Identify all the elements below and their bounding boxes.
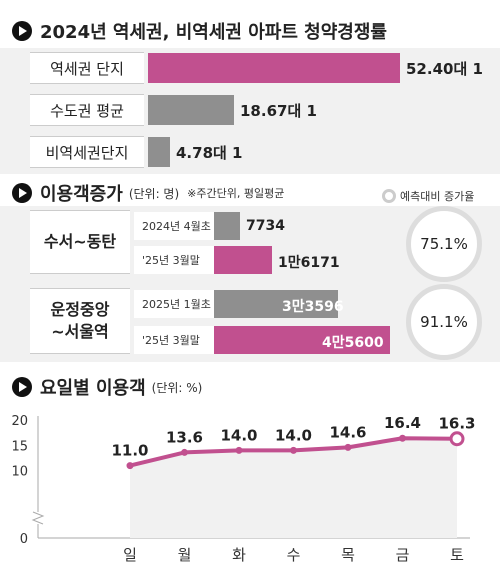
rate-circle-suseo: 75.1% — [406, 206, 482, 282]
data-label: 16.3 — [438, 415, 475, 433]
bar-station-area — [148, 53, 400, 83]
x-tick-label: 토 — [450, 546, 464, 564]
group-label-unjeong-seoul: 운정중앙 ~서울역 — [30, 288, 130, 354]
sub-label-2025-jan: 2025년 1월초 — [134, 290, 214, 318]
value-unjeong-2025-jan: 3만3596 — [282, 299, 344, 315]
section3-title: 요일별 이용객 (단위: %) — [12, 374, 202, 400]
rate-circle-unjeong: 91.1% — [406, 284, 482, 360]
y-tick-label: 0 — [20, 532, 28, 547]
x-tick-label: 목 — [341, 546, 355, 564]
weekday-line-chart: 20 15 10 0 11.0 일 13.6 월 14.0 화 14.0 수 14.6 목 16.4 금 16.… — [11, 414, 475, 564]
play-bullet-icon — [12, 183, 32, 203]
value-non-station-area: 4.78대 1 — [176, 144, 243, 162]
value-unjeong-2025-mar: 4만5600 — [322, 335, 384, 351]
x-tick-label: 일 — [123, 546, 137, 564]
data-point — [344, 443, 352, 451]
data-label: 11.0 — [111, 442, 148, 460]
data-point — [449, 431, 465, 447]
sub-label-2025-mar-2: '25년 3월말 — [134, 326, 214, 354]
row-label-non-station-area: 비역세권단지 — [30, 136, 144, 168]
section2-title: 이용객증가 (단위: 명) ※주간단위, 평일평균 — [12, 180, 284, 206]
section2-unit: (단위: 명) — [128, 186, 180, 201]
data-label: 14.0 — [220, 426, 257, 444]
bar-metro-average — [148, 95, 234, 125]
y-tick-label: 20 — [11, 414, 28, 429]
section3-unit: (단위: %) — [151, 380, 203, 395]
y-tick-label: 15 — [11, 439, 28, 454]
section2-note: ※주간단위, 평일평균 — [187, 187, 285, 200]
value-suseo-2025-mar: 1만6171 — [278, 255, 340, 271]
y-tick-label: 10 — [11, 465, 28, 480]
data-label: 14.6 — [329, 423, 366, 441]
x-tick-label: 수 — [287, 546, 301, 564]
legend-circle-icon — [382, 189, 396, 203]
data-label: 14.0 — [275, 426, 312, 444]
bar-unjeong-2025-mar — [214, 326, 390, 354]
section1-title: 2024년 역세권, 비역세권 아파트 청약경쟁률 — [12, 18, 387, 44]
bar-suseo-2025-mar — [214, 246, 272, 274]
row-label-station-area: 역세권 단지 — [30, 52, 144, 84]
rate-legend: 예측대비 증가율 — [382, 188, 474, 204]
data-point — [235, 446, 243, 454]
bar-non-station-area — [148, 137, 170, 167]
data-point — [181, 448, 188, 456]
play-bullet-icon — [12, 21, 32, 41]
data-point — [126, 462, 134, 470]
sub-label-2024-apr: 2024년 4월초 — [134, 212, 214, 240]
group-label-suseo-dongtan: 수서~동탄 — [30, 210, 130, 274]
section1-panel: 역세권 단지 52.40대 1 수도권 평균 18.67대 1 비역세권단지 4… — [0, 48, 500, 174]
section2-panel: 수서~동탄 2024년 4월초 7734 '25년 3월말 1만6171 75.… — [0, 206, 500, 362]
sub-label-2025-mar: '25년 3월말 — [134, 246, 214, 274]
axis-break-mark — [31, 511, 45, 525]
area-fill — [130, 438, 457, 538]
value-suseo-2024-apr: 7734 — [246, 218, 285, 234]
data-label: 16.4 — [384, 414, 421, 432]
value-station-area: 52.40대 1 — [406, 60, 483, 78]
data-label: 13.6 — [166, 428, 203, 446]
row-label-metro-average: 수도권 평균 — [30, 94, 144, 126]
x-tick-label: 금 — [396, 546, 410, 564]
value-metro-average: 18.67대 1 — [240, 102, 317, 120]
x-tick-label: 화 — [232, 546, 246, 564]
data-point — [399, 434, 406, 442]
play-bullet-icon — [12, 377, 32, 397]
bar-unjeong-2025-jan — [214, 290, 338, 318]
data-point — [290, 446, 297, 454]
x-tick-label: 월 — [178, 546, 192, 564]
bar-suseo-2024-apr — [214, 212, 240, 240]
